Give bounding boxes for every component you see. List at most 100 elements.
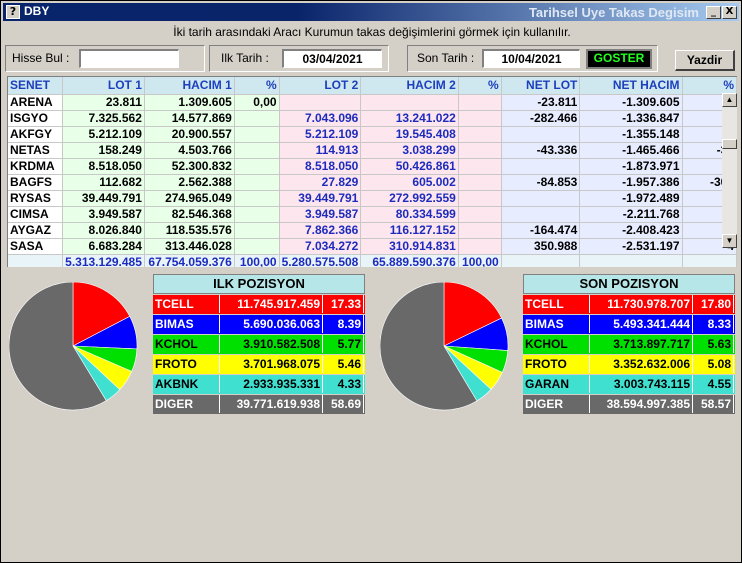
table-cell: 0,00: [234, 94, 280, 111]
total-cell: 5.280.575.508: [279, 254, 362, 267]
column-header[interactable]: NET LOT: [501, 77, 581, 95]
table-row[interactable]: RYSAS 39.449.791 274.965.049 39.449.791 272.…: [8, 190, 737, 207]
legend-pct: 5.46: [324, 355, 364, 373]
legend-row: KCHOL 3.910.582.508 5.77: [153, 335, 365, 354]
table-cell: [501, 206, 581, 223]
table-cell: 3.949.587: [62, 206, 145, 223]
table-cell: 50.426.861: [360, 158, 459, 175]
title-bar[interactable]: ? DBY Tarihsel Uye Takas Degisim _ X: [3, 3, 739, 21]
table-cell: 313.446.028: [144, 238, 235, 255]
minimize-button[interactable]: _: [706, 6, 721, 19]
table-cell: [458, 94, 502, 111]
column-header[interactable]: LOT 2: [279, 77, 362, 95]
legend-pct: 5.63: [694, 335, 734, 353]
scroll-thumb[interactable]: [722, 139, 737, 149]
scroll-up-icon[interactable]: ▲: [722, 93, 737, 107]
table-row[interactable]: AKFGY 5.212.109 20.900.557 5.212.109 19.545.…: [8, 126, 737, 143]
legend-value: 11.745.917.459: [221, 295, 323, 313]
table-cell: 52.300.832: [144, 158, 235, 175]
legend-name: TCELL: [523, 295, 590, 313]
table-cell: -1.873.971: [579, 158, 683, 175]
column-header[interactable]: %: [234, 77, 280, 95]
pie-slice-tcell: [443, 282, 502, 347]
legend-name: FROTO: [153, 355, 220, 373]
help-icon[interactable]: ?: [6, 5, 20, 19]
takas-grid[interactable]: SENET LOT 1 HACIM 1% LOT 2 HACIM 2% NET LOT NE…: [7, 76, 737, 267]
legend-pct: 8.39: [324, 315, 364, 333]
ilk-tarih-input[interactable]: 03/04/2021: [282, 49, 382, 68]
column-header[interactable]: %: [682, 77, 737, 95]
legend-value: 5.690.036.063: [221, 315, 323, 333]
table-cell: 350.988: [501, 238, 581, 255]
close-button[interactable]: X: [722, 6, 737, 19]
table-row[interactable]: CIMSA 3.949.587 82.546.368 3.949.587 80.334.…: [8, 206, 737, 223]
table-cell: [458, 142, 502, 159]
column-header[interactable]: HACIM 2: [360, 77, 459, 95]
table-row[interactable]: BAGFS 112.682 2.562.388 27.829 605.002 -84.85…: [8, 174, 737, 191]
column-header[interactable]: %: [458, 77, 502, 95]
grid-scrollbar[interactable]: ▲ ▼: [722, 93, 737, 248]
table-row[interactable]: ISGYO 7.325.562 14.577.869 7.043.096 13.241.…: [8, 110, 737, 127]
legend-pct: 5.08: [694, 355, 734, 373]
takas-table: SENET LOT 1 HACIM 1% LOT 2 HACIM 2% NET LOT NE…: [8, 77, 737, 267]
table-cell: [501, 190, 581, 207]
table-cell: 310.914.831: [360, 238, 459, 255]
column-header[interactable]: NET HACIM: [579, 77, 683, 95]
legend-row: KCHOL 3.713.897.717 5.63: [523, 335, 735, 354]
pie-slice-tcell: [72, 282, 131, 347]
table-cell: -282.466: [501, 110, 581, 127]
hisse-group: Hisse Bul :: [5, 45, 205, 72]
son-tarih-input[interactable]: 10/04/2021: [482, 49, 580, 68]
legend-row: TCELL 11.745.917.459 17.33: [153, 295, 365, 314]
table-row[interactable]: SASA 6.683.284 313.446.028 7.034.272 310.914…: [8, 238, 737, 255]
table-cell: [234, 206, 280, 223]
table-cell: 8.026.840: [62, 222, 145, 239]
legend-name: FROTO: [523, 355, 590, 373]
column-header[interactable]: HACIM 1: [144, 77, 235, 95]
table-cell: [458, 206, 502, 223]
table-cell: [279, 94, 362, 111]
table-cell: -2.531.197: [579, 238, 683, 255]
table-row[interactable]: NETAS 158.249 4.503.766 114.913 3.038.299 -43…: [8, 142, 737, 159]
table-cell: 19.545.408: [360, 126, 459, 143]
legend-name: KCHOL: [523, 335, 590, 353]
son-pozisyon-pie-chart: [380, 282, 509, 411]
table-cell: 605.002: [360, 174, 459, 191]
table-cell: 27.829: [279, 174, 362, 191]
legend-name: AKBNK: [153, 375, 220, 393]
table-cell: 39.449.791: [62, 190, 145, 207]
table-row[interactable]: ARENA 23.811 1.309.605 0,00 -23.811 -1.309.60…: [8, 94, 737, 111]
table-cell: [458, 126, 502, 143]
yazdir-button[interactable]: Yazdir: [675, 50, 735, 71]
column-header[interactable]: SENET: [8, 77, 64, 95]
table-row[interactable]: KRDMA 8.518.050 52.300.832 8.518.050 50.426.…: [8, 158, 737, 175]
goster-button[interactable]: GOSTER: [586, 49, 652, 69]
legend-name: TCELL: [153, 295, 220, 313]
table-cell: 82.546.368: [144, 206, 235, 223]
legend-row: FROTO 3.701.968.075 5.46: [153, 355, 365, 374]
table-cell: [234, 110, 280, 127]
table-cell: 114.913: [279, 142, 362, 159]
scroll-down-icon[interactable]: ▼: [722, 234, 737, 248]
table-cell: 274.965.049: [144, 190, 235, 207]
hisse-search-input[interactable]: [79, 49, 179, 68]
table-cell: SASA: [8, 238, 64, 255]
table-cell: 2.562.388: [144, 174, 235, 191]
table-cell: KRDMA: [8, 158, 64, 175]
table-cell: -1.336.847: [579, 110, 683, 127]
son-tarih-group: Son Tarih : 10/04/2021 GOSTER: [407, 45, 658, 72]
legend-value: 11.730.978.707: [591, 295, 693, 313]
table-cell: -164.474: [501, 222, 581, 239]
ilk-tarih-group: Ilk Tarih : 03/04/2021: [209, 45, 389, 72]
table-cell: 8.518.050: [62, 158, 145, 175]
total-cell: 65.889.590.376: [360, 254, 459, 267]
table-cell: -23.811: [501, 94, 581, 111]
table-cell: -1.465.466: [579, 142, 683, 159]
legend-name: BIMAS: [153, 315, 220, 333]
legend-name: KCHOL: [153, 335, 220, 353]
son-pozisyon-title: SON POZISYON: [523, 274, 735, 294]
table-row[interactable]: AYGAZ 8.026.840 118.535.576 7.862.366 116.12…: [8, 222, 737, 239]
column-header[interactable]: LOT 1: [62, 77, 145, 95]
table-cell: 7.043.096: [279, 110, 362, 127]
table-cell: AYGAZ: [8, 222, 64, 239]
